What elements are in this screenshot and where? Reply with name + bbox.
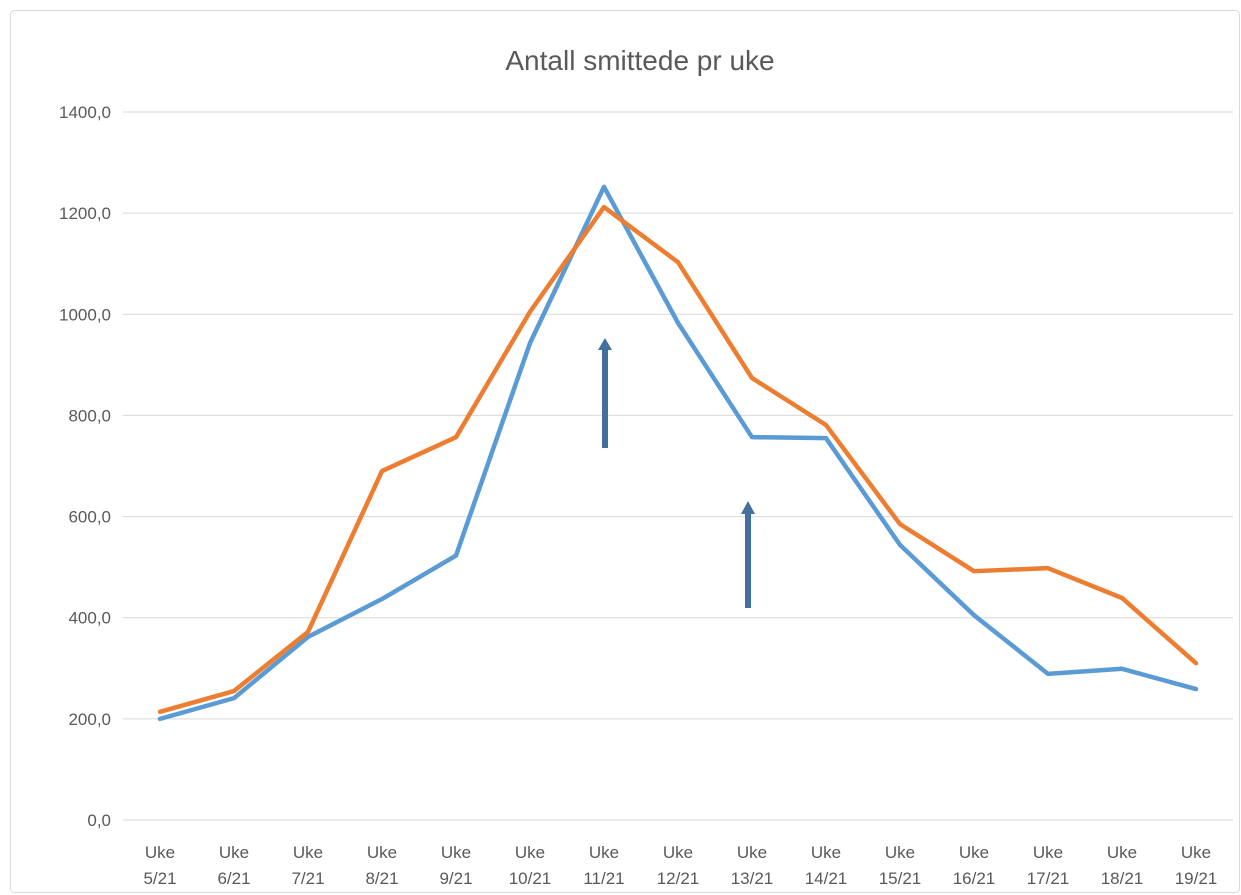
series-line (157, 204, 1199, 715)
series-line (157, 184, 1199, 722)
y-tick-label: 1200,0 (59, 204, 111, 223)
x-tick-label: Uke 14/21 (805, 843, 848, 888)
y-tick-label: 0,0 (87, 811, 111, 830)
x-tick-label: Uke 15/21 (879, 843, 922, 888)
x-tick-label: Uke 16/21 (953, 843, 996, 888)
arrow-head (598, 338, 612, 350)
x-tick-label: Uke 17/21 (1027, 843, 1070, 888)
y-tick-label: 800,0 (68, 406, 111, 425)
y-tick-label: 400,0 (68, 609, 111, 628)
x-tick-label: Uke 19/21 (1175, 843, 1218, 888)
lines (157, 184, 1199, 722)
arrow-shaft (602, 348, 608, 448)
arrow-shaft (745, 512, 751, 608)
x-tick-label: Uke 8/21 (365, 843, 398, 888)
y-tick-label: 1000,0 (59, 305, 111, 324)
x-tick-label: Uke 10/21 (509, 843, 552, 888)
y-tick-label: 600,0 (68, 508, 111, 527)
x-tick-label: Uke 13/21 (731, 843, 774, 888)
x-tick-label: Uke 11/21 (583, 843, 624, 888)
x-tick-label: Uke 5/21 (143, 843, 176, 888)
chart-title: Antall smittede pr uke (505, 45, 774, 76)
x-tick-label: Uke 18/21 (1101, 843, 1144, 888)
grid (123, 111, 1233, 821)
arrows (598, 338, 755, 608)
x-tick-label: Uke 12/21 (657, 843, 700, 888)
y-tick-label: 200,0 (68, 710, 111, 729)
x-tick-label: Uke 9/21 (439, 843, 472, 888)
chart-border (10, 10, 1240, 893)
y-tick-label: 1400,0 (59, 103, 111, 122)
arrow-head (741, 501, 755, 514)
x-tick-label: Uke 7/21 (291, 843, 324, 888)
labels: 0,0 200,0 400,0 600,0 800,0 1000,0 1200,0 1400,… (59, 103, 1217, 888)
x-tick-label: Uke 6/21 (217, 843, 250, 888)
